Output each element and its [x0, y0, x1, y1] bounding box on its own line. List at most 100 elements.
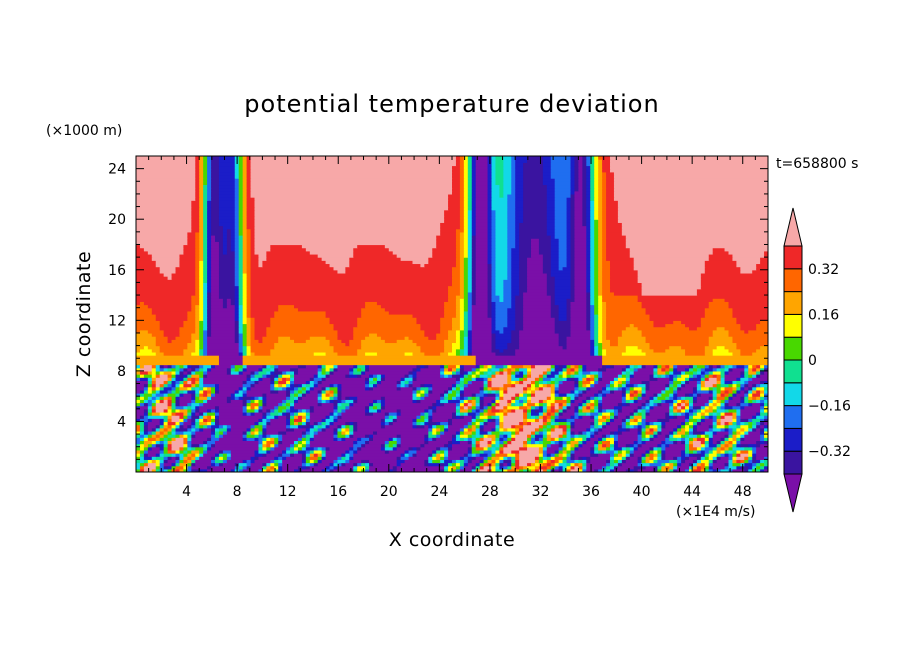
- contour-cell: [139, 462, 145, 467]
- contour-cell: [266, 257, 323, 261]
- contour-cell: [238, 250, 244, 255]
- contour-cell: [574, 415, 579, 419]
- contour-cell: [689, 415, 694, 419]
- contour-cell: [369, 434, 374, 438]
- contour-cell: [163, 453, 173, 457]
- contour-cell: [313, 377, 323, 381]
- contour-cell: [511, 279, 520, 283]
- contour-cell: [179, 446, 184, 451]
- contour-cell: [171, 377, 177, 381]
- contour-cell: [290, 402, 295, 407]
- contour-cell: [661, 443, 666, 448]
- contour-cell: [752, 462, 757, 467]
- contour-cell: [258, 437, 263, 441]
- contour-cell: [270, 377, 275, 381]
- contour-cell: [459, 320, 465, 325]
- contour-cell: [598, 427, 603, 432]
- contour-cell: [503, 285, 512, 290]
- contour-cell: [661, 446, 666, 451]
- contour-cell: [207, 317, 212, 321]
- contour-cell: [550, 411, 556, 416]
- contour-cell: [258, 408, 263, 413]
- contour-cell: [333, 326, 354, 331]
- contour-cell: [657, 449, 662, 454]
- contour-cell: [724, 326, 741, 331]
- contour-cell: [250, 288, 449, 293]
- contour-cell: [736, 440, 741, 445]
- contour-cell: [325, 389, 331, 394]
- contour-cell: [191, 301, 200, 306]
- contour-cell: [558, 424, 568, 429]
- contour-cell: [590, 310, 595, 315]
- contour-cell: [428, 459, 433, 464]
- contour-cell: [337, 418, 382, 423]
- contour-cell: [495, 323, 508, 328]
- contour-cell: [748, 367, 753, 372]
- contour-cell: [602, 402, 619, 407]
- contour-cell: [716, 326, 726, 331]
- contour-cell: [531, 462, 536, 467]
- contour-cell: [345, 427, 350, 432]
- contour-cell: [649, 314, 706, 318]
- contour-cell: [499, 427, 504, 432]
- contour-cell: [143, 345, 149, 350]
- contour-cell: [728, 465, 737, 470]
- contour-cell: [590, 266, 595, 271]
- contour-cell: [270, 351, 315, 356]
- contour-cell: [258, 396, 263, 400]
- contour-cell: [203, 415, 208, 419]
- contour-cell: [602, 389, 611, 394]
- contour-cell: [270, 418, 287, 423]
- contour-cell: [151, 307, 192, 312]
- contour-cell: [400, 440, 425, 445]
- contour-cell: [396, 443, 402, 448]
- contour-cell: [606, 459, 611, 464]
- contour-cell: [491, 291, 497, 296]
- contour-cell: [586, 367, 599, 372]
- contour-cell: [732, 468, 745, 472]
- contour-cell: [373, 405, 378, 410]
- contour-cell: [242, 332, 248, 337]
- contour-cell: [211, 323, 236, 328]
- contour-cell: [357, 462, 362, 467]
- contour-cell: [708, 456, 714, 460]
- contour-cell: [511, 291, 520, 296]
- contour-cell: [455, 336, 461, 340]
- contour-cell: [475, 361, 603, 366]
- contour-cell: [724, 443, 730, 448]
- contour-cell: [724, 364, 730, 369]
- contour-cell: [598, 446, 607, 451]
- contour-cell: [463, 399, 469, 404]
- contour-cell: [594, 329, 599, 334]
- contour-cell: [732, 456, 737, 460]
- contour-cell: [542, 434, 548, 438]
- contour-cell: [203, 418, 208, 423]
- contour-cell: [554, 437, 560, 441]
- contour-cell: [294, 374, 315, 378]
- contour-cell: [167, 374, 173, 378]
- contour-cell: [610, 288, 643, 293]
- contour-cell: [234, 285, 240, 290]
- contour-cell: [459, 285, 465, 290]
- contour-cell: [266, 415, 275, 419]
- contour-cell: [554, 415, 560, 419]
- contour-cell: [195, 386, 200, 391]
- contour-cell: [546, 380, 552, 385]
- contour-cell: [641, 415, 647, 419]
- contour-cell: [720, 411, 726, 416]
- contour-cell: [211, 279, 220, 283]
- contour-cell: [665, 446, 686, 451]
- contour-cell: [574, 272, 587, 277]
- contour-cell: [155, 456, 165, 460]
- contour-cell: [531, 415, 536, 419]
- contour-cell: [471, 465, 477, 470]
- contour-cell: [511, 377, 520, 381]
- contour-cell: [696, 462, 702, 467]
- contour-cell: [625, 383, 635, 388]
- contour-cell: [744, 386, 749, 391]
- contour-cell: [136, 389, 141, 394]
- contour-cell: [582, 383, 587, 388]
- contour-cell: [234, 266, 240, 271]
- contour-cell: [207, 279, 212, 283]
- contour-cell: [155, 430, 161, 435]
